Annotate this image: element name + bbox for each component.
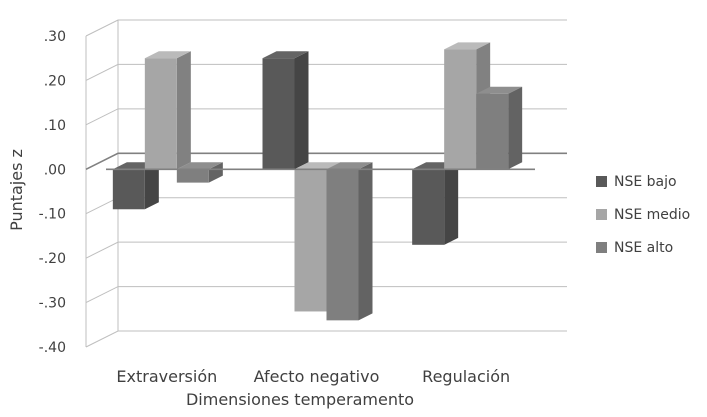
- bar: [326, 162, 373, 321]
- bar-top-face: [144, 51, 191, 59]
- bar-front-face: [444, 49, 477, 170]
- bar-front-face: [412, 169, 445, 245]
- x-category-label: Extraversión: [116, 367, 217, 386]
- zero-back-line: [85, 152, 567, 171]
- x-axis-categories: Extraversión Afecto negativo Regulación: [116, 367, 510, 386]
- gridline: [85, 330, 567, 348]
- legend-label: NSE bajo: [614, 174, 677, 190]
- bar-top-face: [476, 86, 523, 94]
- legend-swatch: [596, 176, 607, 187]
- bar-side-face: [294, 51, 309, 170]
- bar-top-face: [326, 162, 373, 170]
- y-tick-label: -.40: [39, 340, 66, 356]
- bar: [176, 162, 223, 183]
- bar: [262, 51, 309, 170]
- legend-label: NSE medio: [614, 207, 690, 223]
- legend-item: NSE medio: [596, 207, 690, 223]
- legend-swatch: [596, 209, 607, 220]
- legend-label: NSE alto: [614, 240, 673, 256]
- y-tick-label: .10: [44, 118, 66, 134]
- y-tick-label: .00: [44, 162, 66, 178]
- x-category-label: Regulación: [422, 367, 510, 386]
- bar-top-face: [294, 162, 341, 170]
- bar-front-face: [112, 169, 145, 210]
- y-axis-ticks: .30 .20 .10 .00 -.10 -.20 -.30 -.40: [39, 29, 66, 356]
- bar: [476, 86, 523, 170]
- x-axis-title: Dimensiones temperamento: [186, 390, 414, 409]
- y-axis-title: Puntajes z: [7, 149, 26, 231]
- bar-front-face: [262, 58, 295, 170]
- bar-side-face: [508, 86, 523, 170]
- bar-front-face: [294, 169, 327, 312]
- bar: [412, 162, 459, 245]
- y-tick-label: -.10: [39, 207, 66, 223]
- bar-front-face: [326, 169, 359, 321]
- bar: [144, 51, 191, 170]
- bar-front-face: [144, 58, 177, 170]
- gridline: [85, 19, 567, 37]
- bar-side-face: [444, 162, 459, 245]
- bar-top-face: [262, 51, 309, 59]
- x-category-label: Afecto negativo: [254, 367, 380, 386]
- bar-front-face: [176, 169, 209, 183]
- bars: [112, 42, 523, 321]
- bar-side-face: [208, 162, 223, 183]
- gridline: [85, 286, 567, 304]
- gridline: [85, 63, 567, 81]
- bar-front-face: [476, 93, 509, 170]
- y-tick-label: -.30: [39, 296, 66, 312]
- legend-swatch: [596, 242, 607, 253]
- legend-item: NSE alto: [596, 240, 673, 256]
- y-tick-label: -.20: [39, 251, 66, 267]
- bar-top-face: [176, 162, 223, 170]
- gridline: [85, 108, 567, 126]
- bar-top-face: [444, 42, 491, 50]
- y-tick-label: .30: [44, 29, 66, 45]
- legend-item: NSE bajo: [596, 174, 677, 190]
- y-tick-label: .20: [44, 73, 66, 89]
- legend: NSE bajo NSE medio NSE alto: [596, 174, 690, 256]
- bar-side-face: [176, 51, 191, 170]
- bar-side-face: [358, 162, 373, 321]
- bar-side-face: [144, 162, 159, 210]
